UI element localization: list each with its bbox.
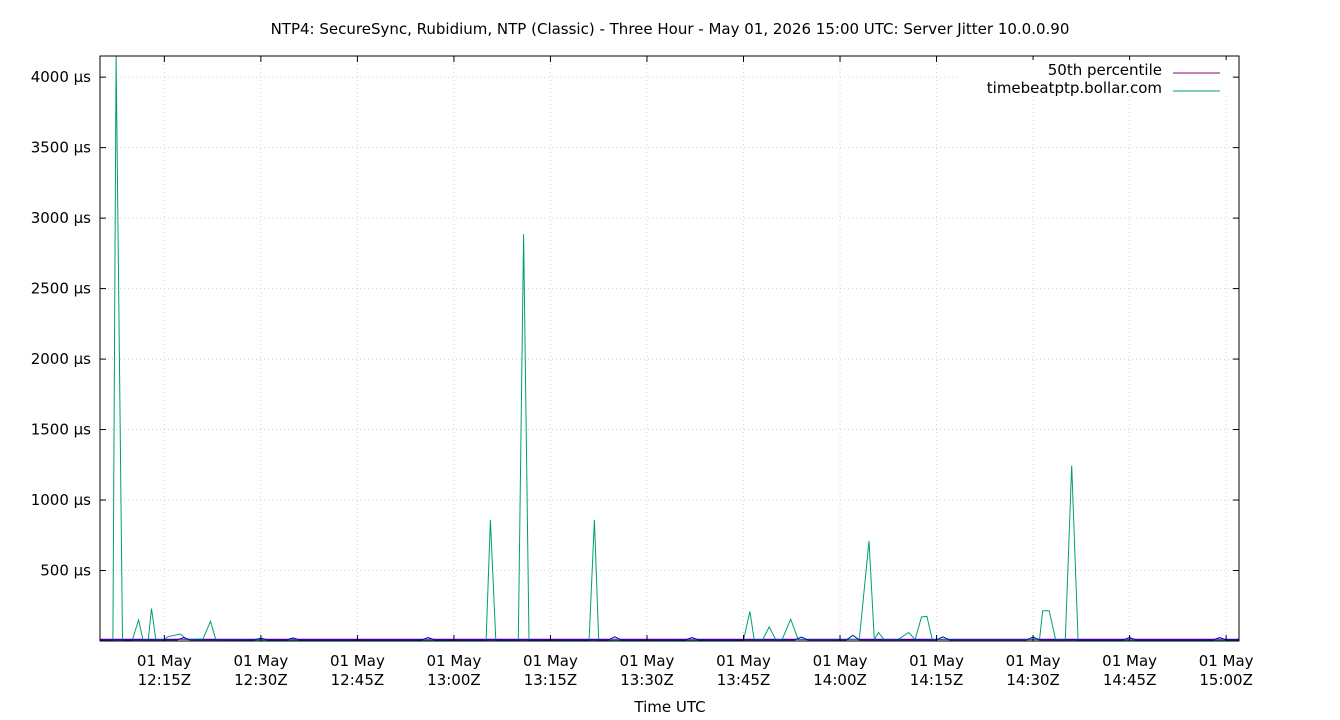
x-tick-label-time: 12:45Z: [331, 671, 385, 689]
x-tick-label-date: 01 May: [813, 652, 868, 670]
y-axis: 500 µs 1000 µs 1500 µs 2000 µs 2500 µs 3000 µ…: [31, 68, 1239, 580]
series-line-2: [100, 634, 1239, 641]
legend-label: timebeatptp.bollar.com: [987, 79, 1162, 97]
x-tick-label-time: 14:15Z: [910, 671, 964, 689]
x-tick-label-date: 01 May: [1199, 652, 1254, 670]
x-tick-label-date: 01 May: [1006, 652, 1061, 670]
x-axis-label: Time UTC: [633, 698, 705, 716]
y-tick-label: 500 µs: [40, 562, 91, 580]
x-tick-label-time: 13:30Z: [620, 671, 674, 689]
x-tick-label-date: 01 May: [620, 652, 675, 670]
y-tick-label: 2000 µs: [31, 350, 91, 368]
x-tick-label-time: 14:30Z: [1006, 671, 1060, 689]
x-tick-label-date: 01 May: [909, 652, 964, 670]
chart-title: NTP4: SecureSync, Rubidium, NTP (Classic…: [271, 20, 1070, 38]
x-tick-label-date: 01 May: [137, 652, 192, 670]
x-tick-label-date: 01 May: [330, 652, 385, 670]
legend-label: 50th percentile: [1048, 61, 1162, 79]
x-tick-label-time: 13:00Z: [427, 671, 481, 689]
grid: [100, 56, 1239, 641]
y-tick-label: 3500 µs: [31, 139, 91, 157]
x-tick-label-time: 12:30Z: [234, 671, 288, 689]
y-tick-label: 1000 µs: [31, 491, 91, 509]
x-tick-label-date: 01 May: [426, 652, 481, 670]
plot-frame: [99, 55, 1240, 642]
legend-entry-bg: [960, 78, 1230, 96]
x-tick-label-time: 14:45Z: [1103, 671, 1157, 689]
y-tick-label: 4000 µs: [31, 68, 91, 86]
x-tick-label-date: 01 May: [1102, 652, 1157, 670]
x-tick-label-date: 01 May: [233, 652, 288, 670]
series-line-1: [100, 55, 1239, 642]
series-lines: [100, 55, 1239, 642]
x-tick-label-time: 13:15Z: [524, 671, 578, 689]
x-tick-label-date: 01 May: [523, 652, 578, 670]
y-tick-label: 2500 µs: [31, 280, 91, 298]
y-tick-label: 1500 µs: [31, 421, 91, 439]
x-tick-label-time: 15:00Z: [1199, 671, 1253, 689]
x-tick-label-time: 14:00Z: [813, 671, 867, 689]
x-tick-label-time: 12:15Z: [138, 671, 192, 689]
x-tick-label-time: 13:45Z: [717, 671, 771, 689]
legend-entry-bg: [960, 60, 1230, 78]
x-tick-label-date: 01 May: [716, 652, 771, 670]
y-tick-label: 3000 µs: [31, 209, 91, 227]
